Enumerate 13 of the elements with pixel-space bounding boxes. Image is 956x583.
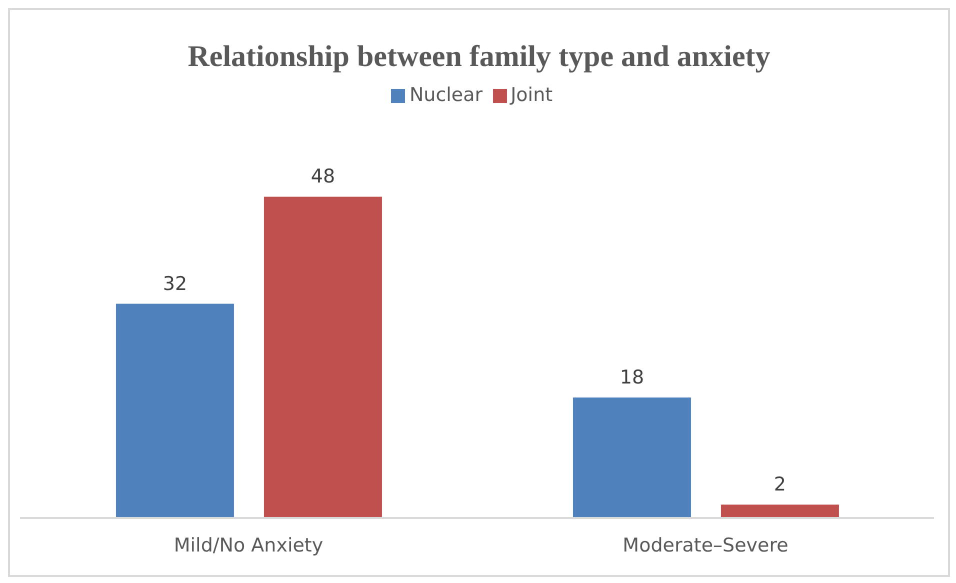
data-label: 18 (620, 366, 644, 389)
bar (264, 196, 382, 518)
data-label: 2 (774, 474, 786, 496)
data-label: 48 (310, 166, 336, 188)
x-tick-label: Mild/No Anxiety (174, 534, 324, 556)
bar (572, 398, 691, 518)
legend-label: Joint (510, 84, 553, 106)
data-label: 32 (162, 272, 188, 295)
bar (116, 304, 234, 518)
bar (720, 504, 839, 518)
chart-title: Relationship between family type and anxiety (186, 40, 772, 74)
x-tick-label: Moderate–Severe (622, 534, 788, 556)
legend-label: Nuclear (409, 84, 483, 106)
